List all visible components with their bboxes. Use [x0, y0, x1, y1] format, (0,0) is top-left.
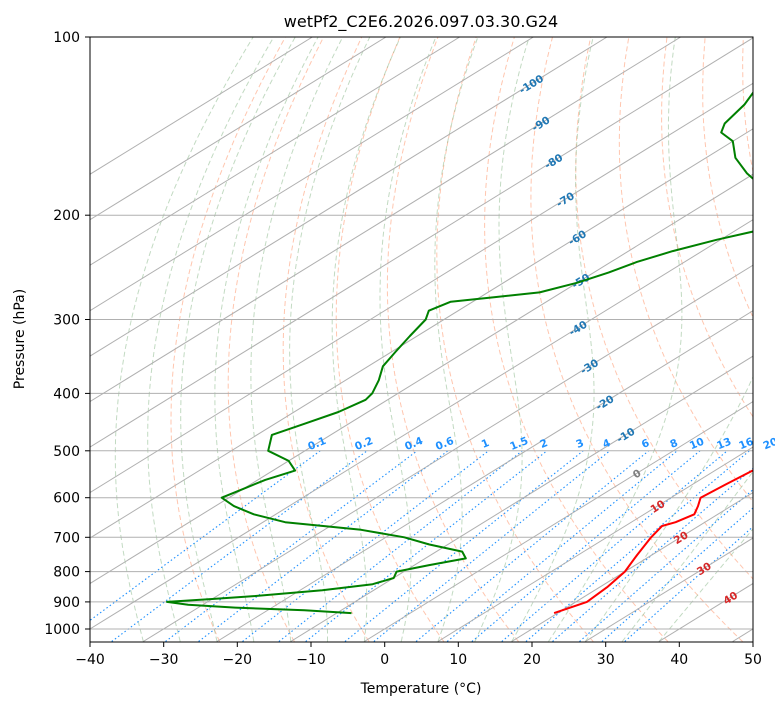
dewpoint-profile-line	[166, 91, 753, 615]
x-tick-label: 0	[380, 652, 389, 668]
y-tick-label: 400	[53, 386, 80, 402]
y-tick-label: 100	[53, 30, 80, 46]
isotherm-gridline	[437, 446, 753, 642]
mixing-ratio-label: 10	[688, 436, 706, 453]
isotherm-gridline	[143, 264, 753, 642]
isotherm-gridline	[585, 537, 753, 642]
mixing-ratio-line	[305, 450, 548, 642]
dry-adiabats	[170, 37, 753, 642]
moist-adiabat-line	[147, 37, 275, 642]
mixing-ratio-label: 8	[668, 437, 679, 451]
y-axis-ticks: 1000 900 800 700 600 500 400 300 200 100	[44, 30, 90, 638]
x-tick-label: −30	[149, 652, 179, 668]
mixing-ratio-line	[165, 450, 418, 642]
mixing-ratio-label: 13	[715, 436, 733, 453]
mixing-ratio-label: 20	[761, 436, 775, 453]
mixing-ratio-line	[242, 450, 489, 642]
x-tick-label: 40	[670, 652, 688, 668]
moist-adiabat-line	[331, 37, 401, 642]
y-tick-label: 600	[53, 491, 80, 507]
mixing-ratio-label: 2	[538, 437, 549, 451]
moist-adiabat-line	[289, 37, 371, 642]
dry-adiabat-line	[484, 37, 669, 642]
moist-adiabat-line	[621, 470, 753, 642]
moist-adiabat-line	[214, 37, 319, 642]
x-tick-label: −10	[296, 652, 326, 668]
isotherm-gridline	[90, 173, 753, 585]
isotherm-gridline	[90, 37, 387, 221]
mixing-ratio-label: 16	[737, 436, 755, 453]
x-axis-ticks: −40 −30 −20 −10 0 10 20 30 40 50	[75, 642, 762, 668]
y-tick-label: 800	[53, 565, 80, 581]
x-axis-label: Temperature (°C)	[360, 681, 482, 697]
x-tick-label: −20	[223, 652, 253, 668]
isotherm-gridline	[90, 128, 753, 539]
plot-frame	[89, 36, 754, 643]
x-tick-label: 10	[449, 652, 467, 668]
isobar-gridlines	[90, 37, 753, 630]
moist-adiabat-line	[114, 37, 254, 642]
dry-adiabat-line	[170, 37, 286, 642]
isotherm-gridline	[90, 37, 608, 357]
chart-title: wetPf2_C2E6.2026.097.03.30.G24	[284, 12, 558, 32]
dry-adiabat-line	[282, 37, 370, 642]
x-tick-label: −40	[75, 652, 105, 668]
isotherm-gridline	[290, 355, 753, 642]
mixing-ratio-line	[601, 507, 753, 642]
dry-adiabat-line	[436, 37, 594, 642]
mixing-ratio-line	[90, 450, 321, 622]
y-tick-label: 900	[53, 595, 80, 611]
x-tick-label: 20	[523, 652, 541, 668]
x-tick-label: 50	[744, 652, 762, 668]
y-axis-label: Pressure (hPa)	[12, 289, 28, 389]
isotherm-gridlines	[90, 37, 753, 642]
moist-adiabat-line	[379, 37, 437, 642]
isotherm-gridline	[90, 82, 753, 494]
mixing-ratio-label: 1	[480, 437, 491, 451]
isotherm-gridline	[364, 401, 753, 642]
profiles	[166, 91, 753, 615]
moist-adiabat-line	[434, 37, 479, 642]
isotherm-gridline	[216, 310, 753, 642]
dry-adiabat-line	[227, 37, 325, 642]
isotherm-gridline	[90, 219, 753, 630]
temperature-profile-line	[553, 469, 753, 615]
y-tick-label: 1000	[44, 622, 80, 638]
mixing-ratio-line	[415, 450, 650, 642]
mixing-ratio-line	[198, 450, 449, 642]
isotherm-gridline	[90, 37, 534, 312]
background-lines	[90, 37, 753, 642]
moist-adiabat-line	[584, 375, 753, 642]
isotherm-gridline	[511, 491, 753, 642]
y-tick-label: 700	[53, 530, 80, 546]
dry-adiabat-line	[335, 37, 445, 642]
x-tick-label: 30	[597, 652, 615, 668]
isotherm-gridline	[90, 37, 313, 175]
mixing-ratio-label: 6	[640, 437, 651, 451]
dry-adiabat-line	[575, 37, 753, 580]
dry-adiabat-line	[386, 37, 519, 642]
y-tick-label: 300	[53, 313, 80, 329]
y-tick-label: 500	[53, 444, 80, 460]
isotherm-gridline	[90, 37, 681, 403]
mixing-ratio-label: 3	[574, 437, 585, 451]
moist-adiabat-line	[474, 37, 530, 642]
isotherm-gridline	[90, 37, 460, 266]
mixing-ratio-line	[501, 450, 728, 642]
y-tick-label: 200	[53, 208, 80, 224]
mixing-ratio-line	[552, 467, 753, 642]
isotherm-gridline	[90, 37, 753, 448]
mixing-ratio-label: 4	[601, 437, 612, 451]
